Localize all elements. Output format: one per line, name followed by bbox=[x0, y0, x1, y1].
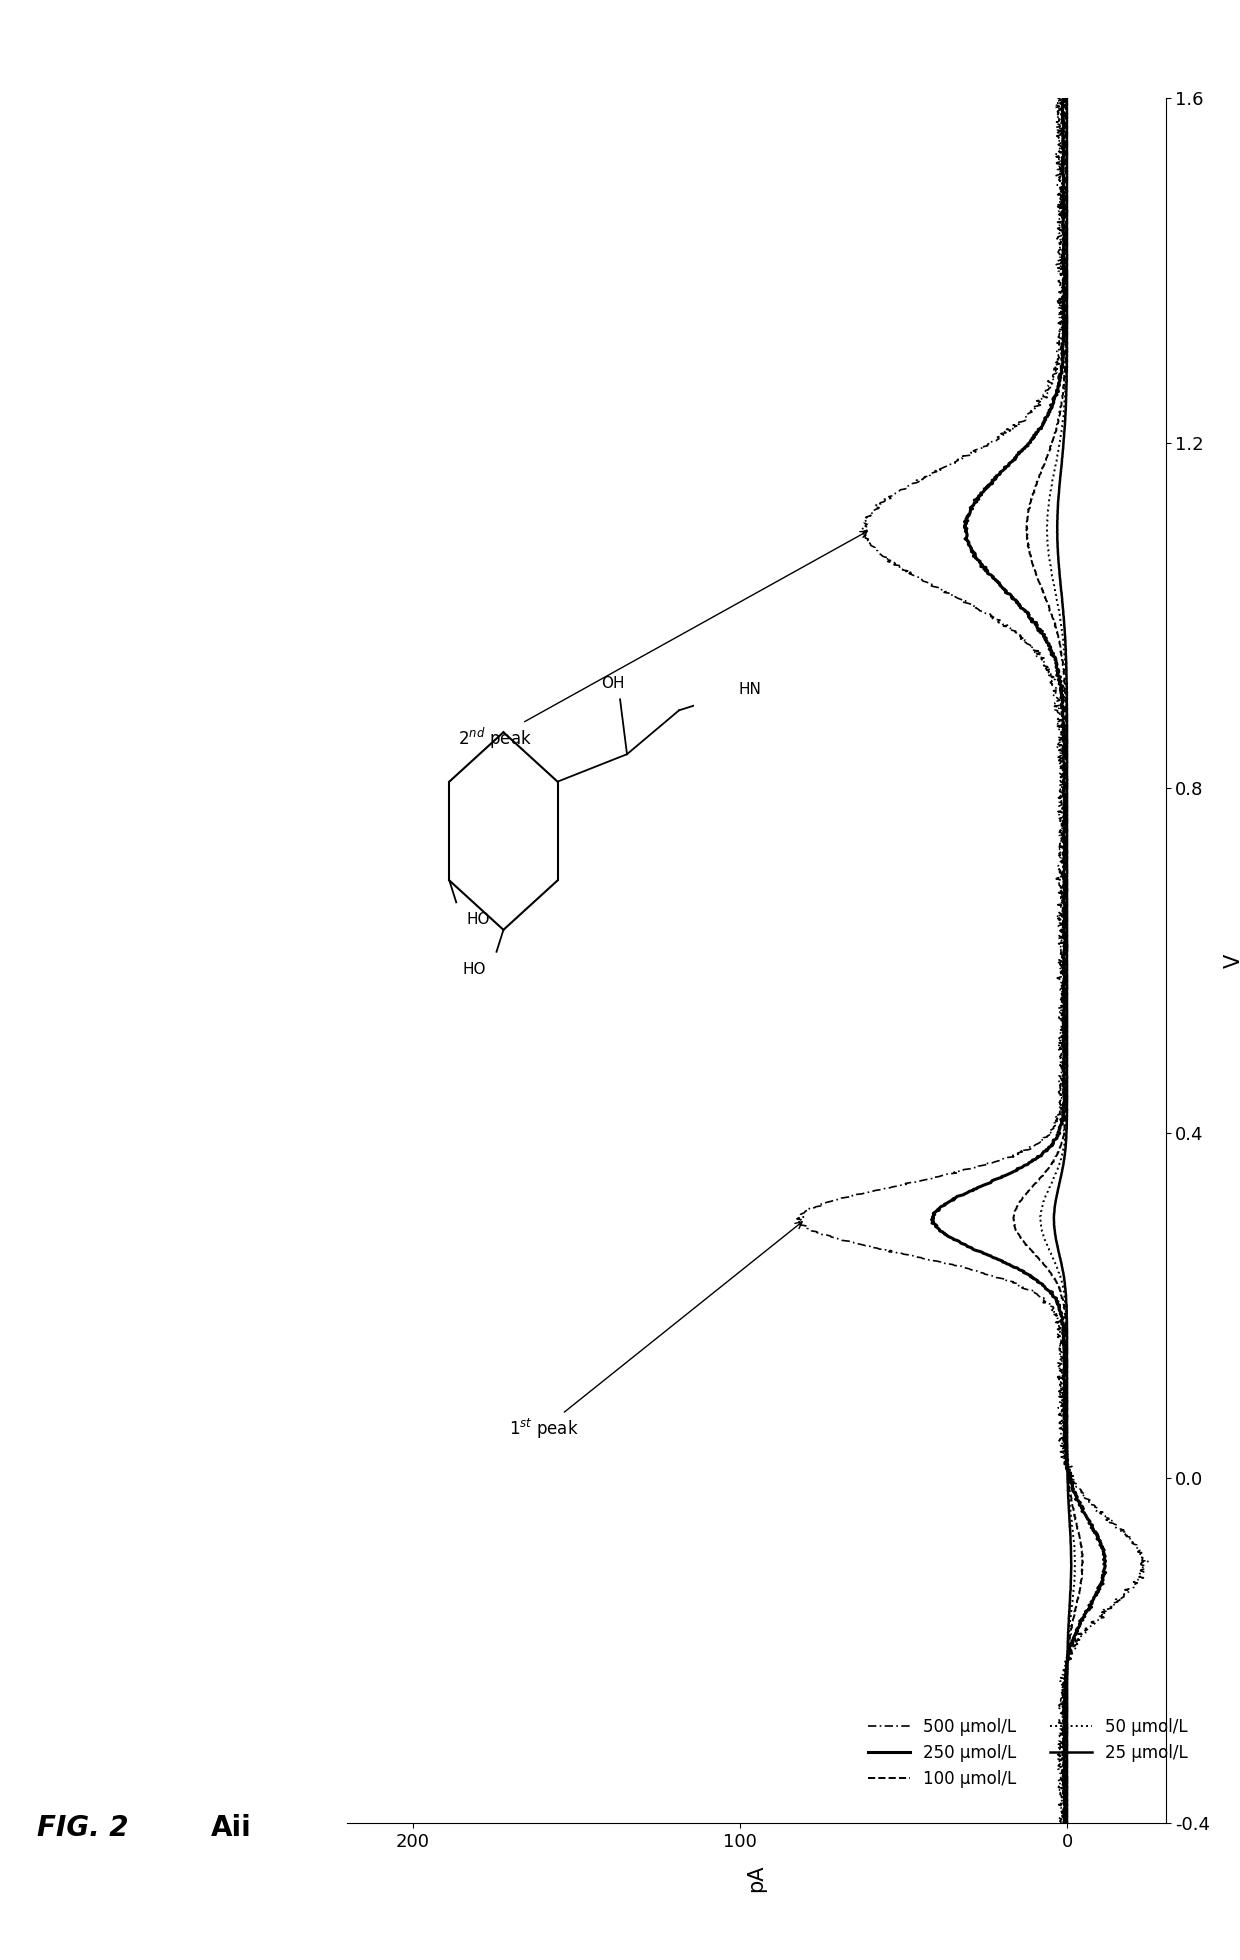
Text: 2$^{nd}$ peak: 2$^{nd}$ peak bbox=[458, 531, 867, 751]
Text: HO: HO bbox=[463, 962, 486, 976]
Legend: 500 μmol/L, 250 μmol/L, 100 μmol/L, 50 μmol/L, 25 μmol/L: 500 μmol/L, 250 μmol/L, 100 μmol/L, 50 μ… bbox=[862, 1711, 1194, 1795]
Y-axis label: V: V bbox=[1224, 953, 1240, 968]
Text: OH: OH bbox=[601, 676, 625, 692]
Text: HN: HN bbox=[738, 682, 761, 698]
X-axis label: pA: pA bbox=[746, 1864, 766, 1891]
Text: HO: HO bbox=[466, 911, 490, 927]
Text: FIG. 2: FIG. 2 bbox=[37, 1815, 129, 1842]
Text: 1$^{st}$ peak: 1$^{st}$ peak bbox=[508, 1221, 802, 1441]
Text: Aii: Aii bbox=[211, 1815, 252, 1842]
